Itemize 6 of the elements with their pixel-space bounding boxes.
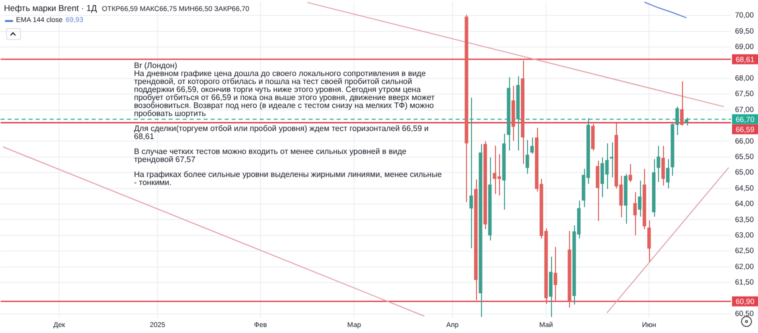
- annotation: В случае четких тестов можно входить от менее сильных уровней в виде трендовой 67,57: [134, 147, 408, 164]
- annotation: Для сделки(торгуем отбой или пробой уровня) ждем тест горизонталей 66,59 и 68,61: [134, 124, 430, 141]
- annotation: Br (Лондон): [134, 61, 178, 70]
- annotation: На графиках более сильные уровни выделены жирными линиями, менее сильные - тонкими.: [134, 170, 443, 187]
- chart-title: Нефть марки Brent · 1Д: [4, 3, 97, 13]
- annotation: На дневном графике цена дошла до своего локального сопротивления в виде трендовой, от которого отбилась и пошла на тест своей пробитой сильной поддержки 66,59, окончив торги чуть ниже этого уровня. Сегодня утром цена пробует отбиться от 66,59 и пока она выше этого уровня, движение вверх может возобновиться. Возврат под него (в идеале с тестом снизу на мелких ТФ) можно пробовать шортить: [134, 69, 436, 118]
